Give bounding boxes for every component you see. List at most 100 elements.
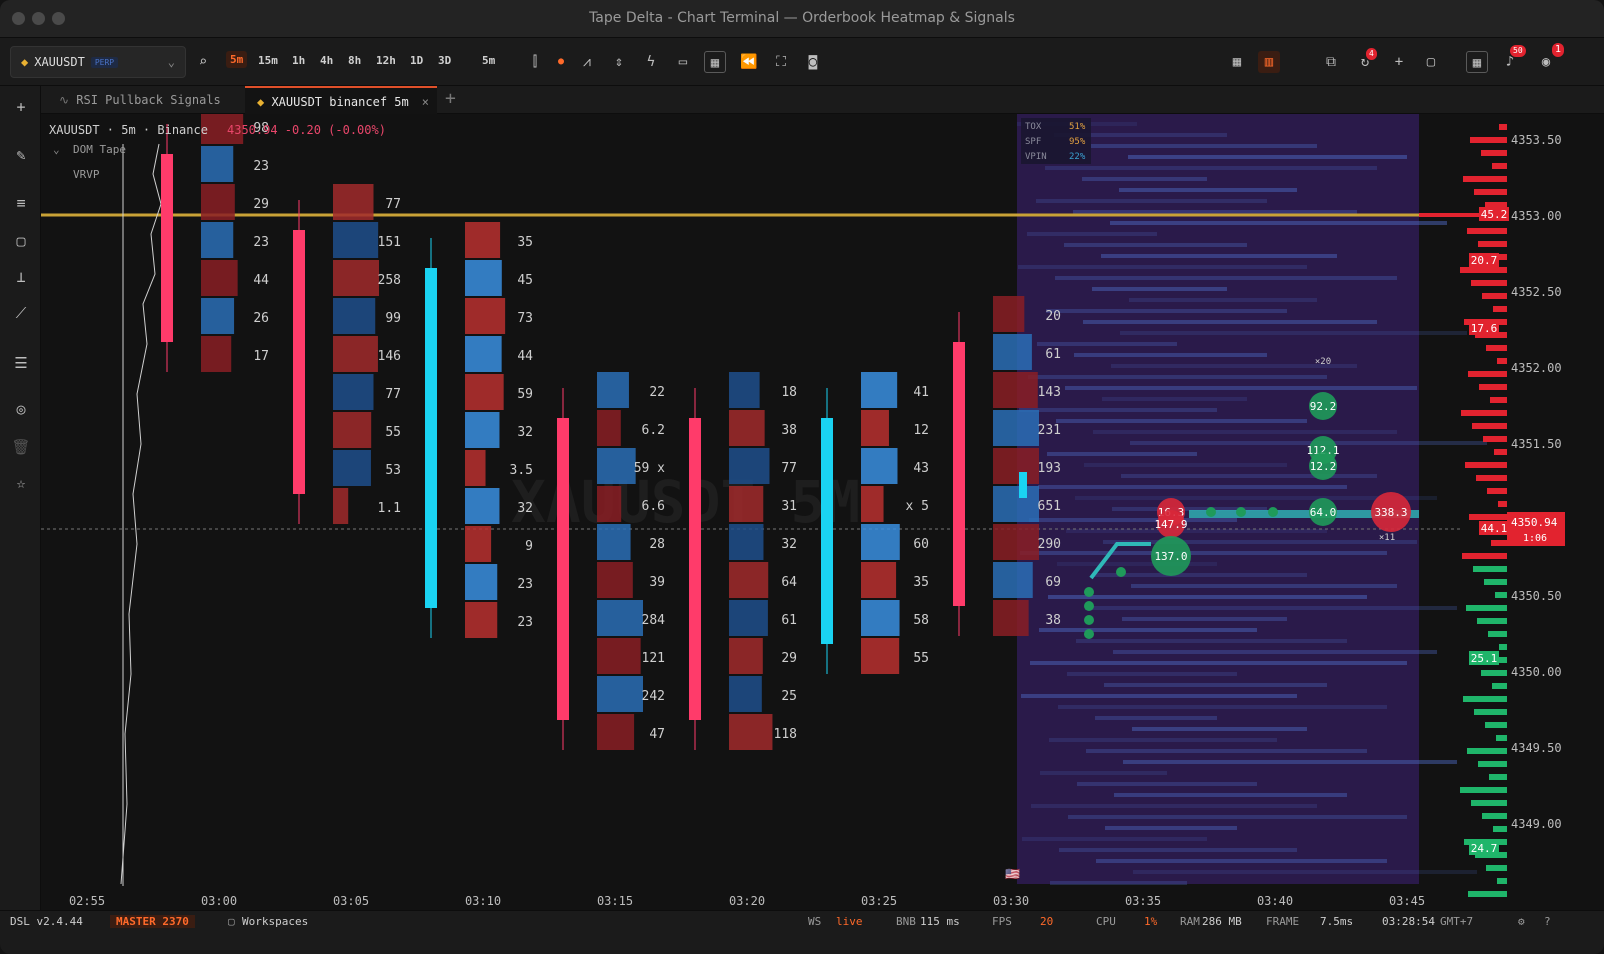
candle-body[interactable] bbox=[689, 418, 701, 720]
depth-bar bbox=[1483, 436, 1507, 442]
signal-tag: ×11 bbox=[1379, 533, 1395, 543]
heatmap-band bbox=[1058, 705, 1387, 709]
close-window-button[interactable] bbox=[12, 12, 25, 25]
heatmap-band bbox=[1066, 529, 1327, 533]
heatmap-band bbox=[1029, 518, 1237, 522]
price-axis[interactable]: 4353.504353.004352.504352.004351.504351.… bbox=[1511, 133, 1562, 831]
window-icon[interactable]: ▢ bbox=[1426, 54, 1436, 70]
heatmap-band bbox=[1045, 166, 1377, 170]
timeframe-1d[interactable]: 1D bbox=[410, 54, 424, 67]
search-icon[interactable]: ⌕ bbox=[198, 54, 208, 70]
settings-lines-icon[interactable]: ☰ bbox=[14, 354, 28, 372]
signal-bubble[interactable] bbox=[1371, 492, 1411, 532]
candle-body[interactable] bbox=[425, 268, 437, 608]
tab-xauusdt[interactable]: ◆ XAUUSDT binancef 5m × bbox=[245, 86, 437, 114]
interval-select[interactable]: 5m bbox=[482, 54, 496, 67]
chart-canvas[interactable]: XAUUSDT 5M 98 23 29 23 44 26 17 77 151 258 99 146 77… bbox=[41, 114, 1604, 910]
candle-body[interactable] bbox=[293, 230, 305, 494]
legend-indicator-dom[interactable]: DOM Tape bbox=[73, 143, 126, 156]
layout-icon[interactable]: ▦ bbox=[1232, 54, 1242, 70]
line-chart-icon[interactable]: ⩘ bbox=[583, 54, 591, 70]
timeframe-4h[interactable]: 4h bbox=[320, 54, 334, 67]
timeframe-15m[interactable]: 15m bbox=[258, 54, 278, 67]
briefcase-icon[interactable]: ▭ bbox=[678, 54, 688, 70]
footprint-cell bbox=[729, 638, 763, 674]
timeframe-8h[interactable]: 8h bbox=[348, 54, 362, 67]
bell-icon[interactable]: ♪ bbox=[1505, 54, 1515, 70]
help-icon[interactable]: ? bbox=[1544, 915, 1551, 928]
cpu-label: CPU bbox=[1096, 915, 1116, 928]
external-window-icon[interactable]: ⧉ bbox=[1326, 54, 1336, 70]
add-tab-icon[interactable]: + bbox=[445, 88, 456, 109]
measure-icon[interactable]: ⊥ bbox=[16, 268, 26, 286]
heatmap-band bbox=[1091, 144, 1317, 148]
record-dot-icon[interactable]: ● bbox=[557, 56, 565, 67]
chevron-down-icon[interactable]: ⌄ bbox=[53, 143, 60, 156]
eye-icon[interactable]: ◎ bbox=[16, 400, 26, 418]
heatmap-band bbox=[1073, 210, 1357, 214]
footprint-value: 39 bbox=[649, 575, 665, 590]
camera-icon[interactable]: ◙ bbox=[808, 54, 818, 70]
depth-bar bbox=[1467, 228, 1507, 234]
depth-bar bbox=[1493, 826, 1507, 832]
add-icon[interactable]: + bbox=[1394, 54, 1404, 70]
settings-icon[interactable]: ⚙ bbox=[1518, 915, 1525, 928]
level-tag: 45.2 bbox=[1481, 208, 1508, 221]
candles-icon[interactable]: ⫿ bbox=[532, 54, 538, 70]
footprint-cell bbox=[861, 448, 898, 484]
trash-icon[interactable]: 🗑 bbox=[11, 438, 31, 456]
signal-bubble[interactable] bbox=[1309, 452, 1337, 480]
candle-body[interactable] bbox=[821, 418, 833, 644]
candle-body[interactable] bbox=[557, 418, 569, 720]
footprint-value: 45 bbox=[517, 273, 533, 288]
candle-body[interactable] bbox=[161, 154, 173, 342]
pen-icon[interactable]: ✎ bbox=[16, 146, 26, 164]
footprint-cell bbox=[201, 298, 235, 334]
signal-bubble[interactable] bbox=[1157, 510, 1185, 538]
footprint-clusters: 98 23 29 23 44 26 17 77 151 258 99 146 77 55 53 1.1 35 45… bbox=[161, 114, 1061, 750]
minimize-window-button[interactable] bbox=[32, 12, 45, 25]
footprint-cell bbox=[597, 410, 621, 446]
apps-icon[interactable]: ▦ bbox=[1466, 51, 1488, 73]
workspaces-button[interactable]: Workspaces bbox=[242, 915, 309, 928]
panel-icon[interactable]: ▥ bbox=[1258, 51, 1280, 73]
signal-bubble[interactable] bbox=[1309, 392, 1337, 420]
candle-body[interactable] bbox=[953, 342, 965, 606]
close-tab-icon[interactable]: × bbox=[421, 95, 429, 109]
rewind-icon[interactable]: ⏪ bbox=[740, 54, 758, 70]
compare-icon[interactable]: ⇕ bbox=[614, 54, 624, 70]
crosshair-icon[interactable]: + bbox=[16, 98, 26, 116]
grid-layout-icon[interactable]: ▦ bbox=[704, 51, 726, 73]
signal-bubble[interactable] bbox=[1309, 498, 1337, 526]
timeframe-5m[interactable]: 5m bbox=[226, 51, 248, 68]
tab-rsi-pullback[interactable]: ∿ RSI Pullback Signals bbox=[47, 86, 233, 114]
depth-bar bbox=[1471, 280, 1507, 286]
rectangle-icon[interactable]: ▢ bbox=[16, 232, 26, 250]
heatmap-band bbox=[1121, 474, 1377, 478]
stat-label-tox: TOX bbox=[1025, 122, 1042, 132]
current-price-tag bbox=[1507, 512, 1565, 546]
zoom-window-button[interactable] bbox=[52, 12, 65, 25]
branch-badge[interactable]: MASTER 2370 bbox=[110, 915, 195, 928]
signal-dot bbox=[1084, 587, 1094, 597]
timeframe-1h[interactable]: 1h bbox=[292, 54, 306, 67]
timeframe-12h[interactable]: 12h bbox=[376, 54, 396, 67]
timeframe-3d[interactable]: 3D bbox=[438, 54, 452, 67]
depth-bar bbox=[1466, 605, 1507, 611]
trend-line-icon[interactable]: ⟋ bbox=[15, 304, 27, 322]
fullscreen-icon[interactable]: ⛶ bbox=[776, 54, 786, 70]
refresh-icon[interactable]: ↻ bbox=[1360, 54, 1370, 70]
lightning-icon[interactable]: ϟ bbox=[646, 54, 656, 70]
footprint-cell bbox=[465, 526, 492, 562]
footprint-cell bbox=[465, 298, 506, 334]
fib-icon[interactable]: ≡ bbox=[16, 194, 26, 212]
user-icon[interactable]: ◉ bbox=[1541, 54, 1551, 70]
time-axis[interactable]: 02:55 03:00 03:05 03:10 03:15 03:20 03:25 03:30… bbox=[69, 894, 1425, 908]
footprint-value: 231 bbox=[1038, 423, 1061, 438]
clock: 03:28:54 bbox=[1382, 915, 1435, 928]
footprint-value: 29 bbox=[781, 651, 797, 666]
star-icon[interactable]: ☆ bbox=[16, 474, 26, 492]
symbol-selector[interactable]: ◆ XAUUSDT PERP ⌄ bbox=[10, 46, 186, 78]
signal-bubble[interactable] bbox=[1151, 536, 1191, 576]
legend-indicator-vrvp[interactable]: VRVP bbox=[73, 168, 100, 181]
